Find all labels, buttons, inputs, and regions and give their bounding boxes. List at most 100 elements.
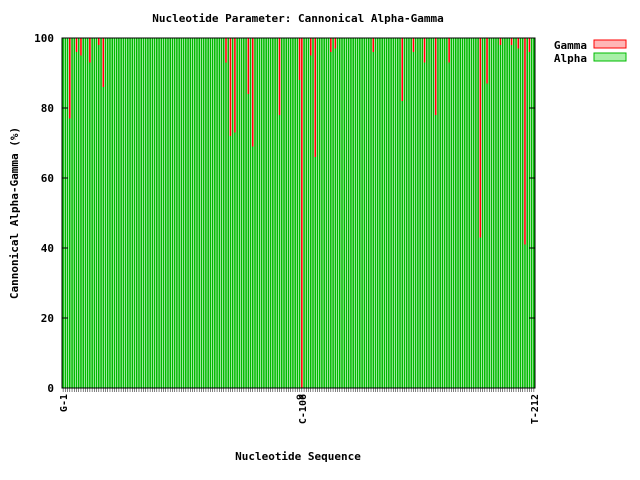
bar-gamma (247, 38, 250, 94)
bar-alpha (82, 38, 84, 388)
bar-alpha (129, 38, 131, 388)
legend-swatch-gamma (593, 39, 627, 49)
bar-alpha (171, 38, 174, 388)
bar-alpha (75, 52, 78, 388)
bar-gamma (278, 38, 281, 115)
bar-alpha (314, 157, 317, 388)
bar-alpha (325, 38, 328, 388)
bar-alpha (403, 38, 406, 388)
bar-alpha (222, 38, 225, 388)
bar-alpha (144, 38, 147, 388)
bar-gamma (330, 38, 332, 52)
bar-alpha (410, 38, 412, 388)
bar-gamma (401, 38, 404, 101)
bar-alpha (160, 38, 163, 388)
bar-gamma (486, 38, 488, 84)
bar-alpha (278, 115, 281, 388)
y-tick-label: 100 (34, 32, 54, 45)
bar-gamma (479, 38, 482, 238)
bar-alpha (506, 38, 508, 388)
bar-alpha (533, 38, 535, 388)
bar-alpha (497, 38, 499, 388)
bar-alpha (405, 38, 408, 388)
legend-swatch-alpha (593, 52, 627, 62)
bar-alpha (93, 38, 96, 388)
bar-alpha (336, 38, 339, 388)
bar-alpha (193, 38, 196, 388)
bar-gamma (334, 38, 337, 49)
bar-alpha (316, 38, 319, 388)
bar-alpha (151, 38, 154, 388)
bar-alpha (207, 38, 209, 388)
bar-alpha (187, 38, 189, 388)
bar-alpha (446, 38, 448, 388)
bar-alpha (394, 38, 397, 388)
bar-alpha (434, 115, 437, 388)
bar-alpha (153, 38, 156, 388)
bar-alpha (209, 38, 212, 388)
bar-alpha (64, 38, 67, 388)
bar-alpha (231, 38, 234, 388)
bar-alpha (283, 38, 285, 388)
bar-alpha (350, 38, 352, 388)
bar-alpha (142, 38, 145, 388)
bar-alpha (437, 38, 439, 388)
bar-alpha (251, 146, 254, 388)
bar-gamma (372, 38, 375, 52)
bars (62, 38, 535, 388)
bar-alpha (229, 136, 232, 388)
bar-alpha (450, 38, 453, 388)
bar-alpha (479, 237, 482, 388)
bar-alpha (321, 38, 323, 388)
bar-alpha (120, 38, 122, 388)
bar-alpha (189, 38, 192, 388)
bar-alpha (312, 38, 314, 388)
bar-alpha (124, 38, 127, 388)
bar-alpha (173, 38, 176, 388)
bar-alpha (66, 38, 69, 388)
bar-alpha (365, 38, 368, 388)
chart-title: Nucleotide Parameter: Cannonical Alpha-G… (152, 12, 443, 25)
bar-alpha (167, 38, 169, 388)
bar-alpha (508, 38, 511, 388)
bar-alpha (164, 38, 167, 388)
bar-alpha (454, 38, 457, 388)
bar-alpha (448, 62, 450, 388)
bar-alpha (260, 38, 263, 388)
bar-alpha (220, 38, 223, 388)
bar-alpha (263, 38, 265, 388)
bar-alpha (249, 38, 252, 388)
bar-gamma (524, 38, 526, 245)
bar-alpha (100, 38, 102, 388)
bar-alpha (392, 38, 395, 388)
bar-alpha (180, 38, 183, 388)
bar-alpha (127, 38, 129, 388)
bar-gamma (448, 38, 450, 63)
bar-alpha (524, 244, 526, 388)
bar-alpha (102, 87, 105, 388)
bar-alpha (158, 38, 160, 388)
bar-alpha (214, 38, 216, 388)
bar-alpha (323, 38, 325, 388)
bar-alpha (272, 38, 274, 388)
bar-gamma (225, 38, 227, 63)
bar-alpha (211, 38, 214, 388)
bar-alpha (361, 38, 363, 388)
bar-alpha (352, 38, 354, 388)
bar-alpha (91, 38, 93, 388)
bar-gamma (69, 38, 71, 119)
bar-alpha (305, 38, 308, 388)
bar-alpha (169, 38, 172, 388)
bar-alpha (457, 38, 459, 388)
bar-gamma (434, 38, 437, 115)
bar-alpha (412, 52, 415, 388)
bar-alpha (428, 38, 430, 388)
bar-alpha (309, 55, 312, 388)
y-tick-label: 60 (41, 172, 54, 185)
bar-alpha (338, 38, 341, 388)
bar-alpha (423, 62, 426, 388)
bar-alpha (466, 38, 468, 388)
bar-alpha (492, 38, 495, 388)
y-tick-label: 20 (41, 312, 54, 325)
bar-alpha (258, 38, 261, 388)
